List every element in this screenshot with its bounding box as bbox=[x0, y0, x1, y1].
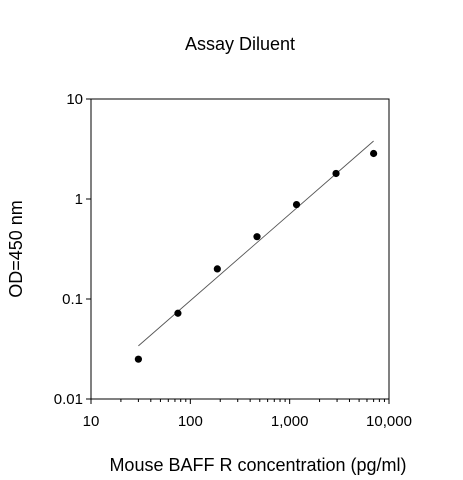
data-point bbox=[332, 169, 340, 178]
x-tick-label: 100 bbox=[178, 413, 203, 430]
plot-area: 10 100 1,000 10,000 0.01 0.1 1 10 bbox=[54, 91, 412, 430]
data-point bbox=[292, 200, 301, 209]
y-tick-label: 10 bbox=[66, 91, 83, 108]
y-axis-label: OD=450 nm bbox=[6, 200, 26, 298]
y-tick-label: 0.01 bbox=[54, 391, 83, 408]
x-tick-label: 1,000 bbox=[271, 413, 309, 430]
y-axis-ticks: 0.01 0.1 1 10 bbox=[54, 91, 91, 408]
data-point bbox=[370, 149, 378, 158]
x-tick-label: 10,000 bbox=[366, 413, 412, 430]
data-points-layer bbox=[134, 149, 378, 363]
plot-frame bbox=[90, 98, 390, 400]
chart-title: Assay Diluent bbox=[185, 34, 295, 54]
data-point bbox=[213, 265, 221, 273]
data-point bbox=[253, 233, 261, 241]
x-axis-label: Mouse BAFF R concentration (pg/ml) bbox=[109, 455, 406, 475]
data-point bbox=[134, 355, 142, 363]
data-point bbox=[174, 309, 182, 317]
x-tick-label: 10 bbox=[83, 413, 100, 430]
y-tick-label: 0.1 bbox=[62, 291, 83, 308]
x-axis-ticks: 10 100 1,000 10,000 bbox=[83, 399, 412, 430]
y-tick-label: 1 bbox=[75, 191, 83, 208]
